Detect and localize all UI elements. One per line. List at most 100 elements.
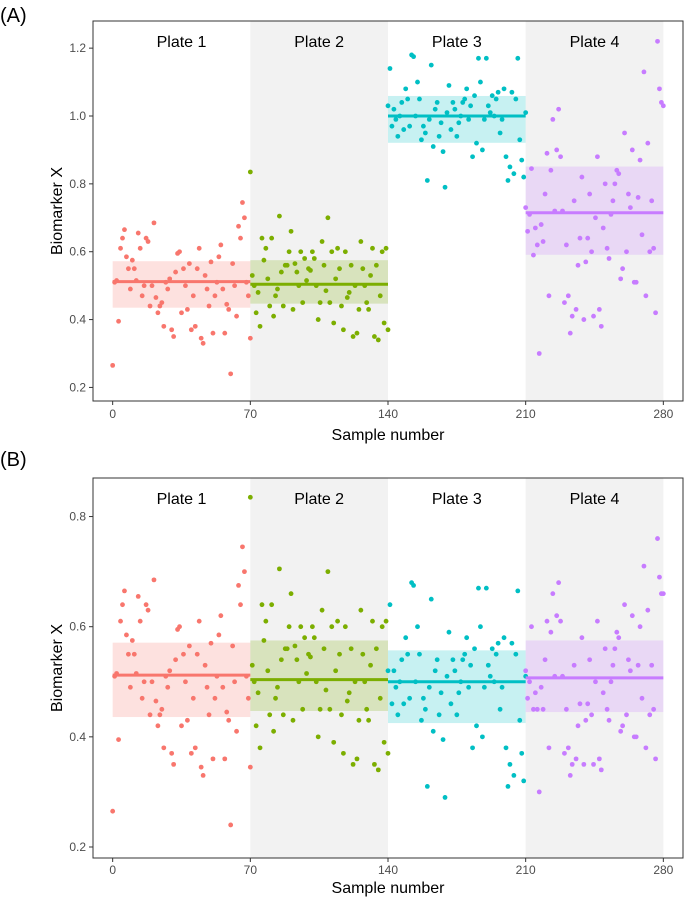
data-point — [534, 706, 540, 712]
data-point — [269, 602, 275, 608]
data-point — [434, 100, 440, 105]
data-point — [448, 127, 454, 132]
plate-label: Plate 4 — [570, 34, 620, 51]
data-point — [415, 79, 420, 85]
data-point — [600, 225, 606, 231]
data-point — [381, 320, 387, 326]
data-point — [643, 293, 649, 299]
data-point — [192, 323, 198, 329]
data-point — [563, 706, 569, 712]
data-point — [573, 306, 579, 312]
data-point — [253, 723, 259, 729]
data-point — [188, 327, 194, 333]
data-point — [335, 245, 340, 251]
data-point — [257, 323, 263, 329]
data-point — [517, 137, 523, 143]
data-point — [385, 103, 391, 109]
data-point — [294, 657, 300, 663]
data-point — [495, 640, 501, 646]
data-point — [575, 262, 581, 268]
data-point — [645, 140, 651, 146]
data-point — [161, 745, 167, 751]
data-point — [556, 580, 562, 586]
data-point — [622, 130, 627, 136]
data-point — [383, 618, 389, 624]
data-point — [212, 695, 218, 701]
data-point — [169, 750, 175, 756]
data-point — [120, 602, 125, 608]
data-point — [185, 717, 190, 723]
data-point — [273, 695, 278, 701]
data-point — [525, 228, 531, 234]
data-point — [204, 684, 210, 690]
data-point — [267, 303, 273, 309]
data-point — [637, 624, 643, 630]
data-point — [583, 259, 589, 265]
y-axis-title: Biomarker X — [49, 624, 66, 712]
data-point — [647, 712, 653, 718]
data-point — [544, 150, 550, 156]
data-point — [639, 695, 645, 701]
data-point — [323, 288, 329, 294]
data-point — [660, 591, 666, 597]
data-point — [210, 756, 216, 762]
data-point — [300, 300, 306, 306]
data-point — [339, 303, 344, 309]
data-point — [356, 717, 362, 723]
data-point — [292, 643, 298, 649]
data-point — [245, 293, 251, 299]
data-point — [202, 662, 208, 668]
data-point — [633, 734, 639, 740]
data-point — [641, 69, 647, 75]
data-point — [655, 38, 660, 44]
data-point — [511, 171, 517, 177]
data-point — [277, 566, 282, 572]
data-point — [548, 629, 554, 635]
data-point — [147, 303, 153, 309]
data-point — [657, 574, 662, 580]
data-point — [311, 256, 317, 261]
data-point — [532, 690, 538, 696]
data-point — [563, 242, 569, 248]
data-point — [446, 629, 452, 635]
data-point — [419, 137, 424, 143]
plate-label: Plate 3 — [432, 491, 482, 508]
data-point — [288, 591, 294, 597]
data-point — [327, 300, 333, 306]
data-point — [242, 569, 247, 575]
data-point — [278, 657, 284, 663]
data-point — [653, 756, 658, 762]
data-point — [505, 178, 511, 183]
data-point — [558, 618, 563, 624]
data-point — [190, 695, 196, 701]
data-point — [655, 536, 660, 541]
data-point — [556, 106, 562, 112]
data-point — [489, 646, 495, 652]
x-tick-label: 210 — [516, 407, 536, 421]
data-point — [505, 784, 511, 789]
data-point — [540, 706, 546, 712]
data-point — [218, 242, 224, 248]
data-point — [501, 86, 507, 92]
data-point — [232, 679, 238, 685]
data-point — [200, 772, 206, 778]
data-point — [525, 695, 531, 701]
data-point — [335, 618, 340, 624]
data-point — [651, 245, 657, 251]
data-point — [391, 668, 397, 674]
data-point — [366, 306, 372, 312]
data-point — [474, 140, 479, 146]
data-point — [263, 618, 269, 624]
data-point — [405, 96, 411, 102]
data-point — [337, 651, 342, 657]
data-point — [348, 262, 354, 268]
data-point — [618, 728, 624, 734]
data-point — [208, 640, 214, 646]
data-point — [344, 295, 350, 300]
data-point — [208, 259, 214, 265]
data-point — [540, 239, 546, 244]
data-point — [317, 706, 323, 712]
data-point — [206, 712, 212, 718]
data-point — [385, 668, 391, 674]
data-point — [466, 116, 472, 122]
